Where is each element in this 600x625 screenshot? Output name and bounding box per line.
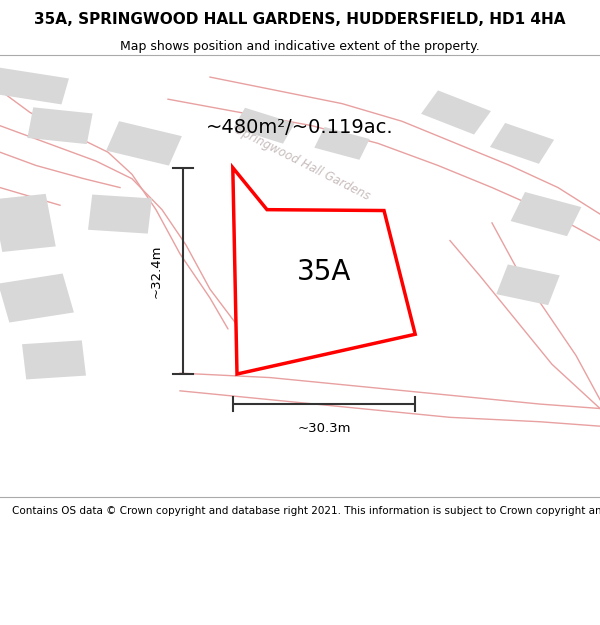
Polygon shape xyxy=(22,341,86,379)
Polygon shape xyxy=(303,316,357,342)
Polygon shape xyxy=(88,194,152,234)
Polygon shape xyxy=(511,192,581,236)
Text: Map shows position and indicative extent of the property.: Map shows position and indicative extent… xyxy=(120,39,480,52)
Text: Contains OS data © Crown copyright and database right 2021. This information is : Contains OS data © Crown copyright and d… xyxy=(12,506,600,516)
Polygon shape xyxy=(0,68,69,104)
Polygon shape xyxy=(0,194,56,252)
Polygon shape xyxy=(314,127,370,160)
Polygon shape xyxy=(106,121,182,166)
Text: Springwood Hall Gardens: Springwood Hall Gardens xyxy=(233,124,373,203)
Text: ~30.3m: ~30.3m xyxy=(297,422,351,435)
Text: 35A, SPRINGWOOD HALL GARDENS, HUDDERSFIELD, HD1 4HA: 35A, SPRINGWOOD HALL GARDENS, HUDDERSFIE… xyxy=(34,12,566,27)
Text: ~32.4m: ~32.4m xyxy=(149,244,163,298)
Polygon shape xyxy=(496,264,560,305)
Polygon shape xyxy=(0,274,74,322)
Polygon shape xyxy=(28,107,92,144)
Polygon shape xyxy=(233,168,415,374)
Polygon shape xyxy=(233,107,295,144)
Polygon shape xyxy=(421,91,491,134)
Text: ~480m²/~0.119ac.: ~480m²/~0.119ac. xyxy=(206,118,394,138)
Polygon shape xyxy=(490,123,554,164)
Text: 35A: 35A xyxy=(297,258,351,286)
